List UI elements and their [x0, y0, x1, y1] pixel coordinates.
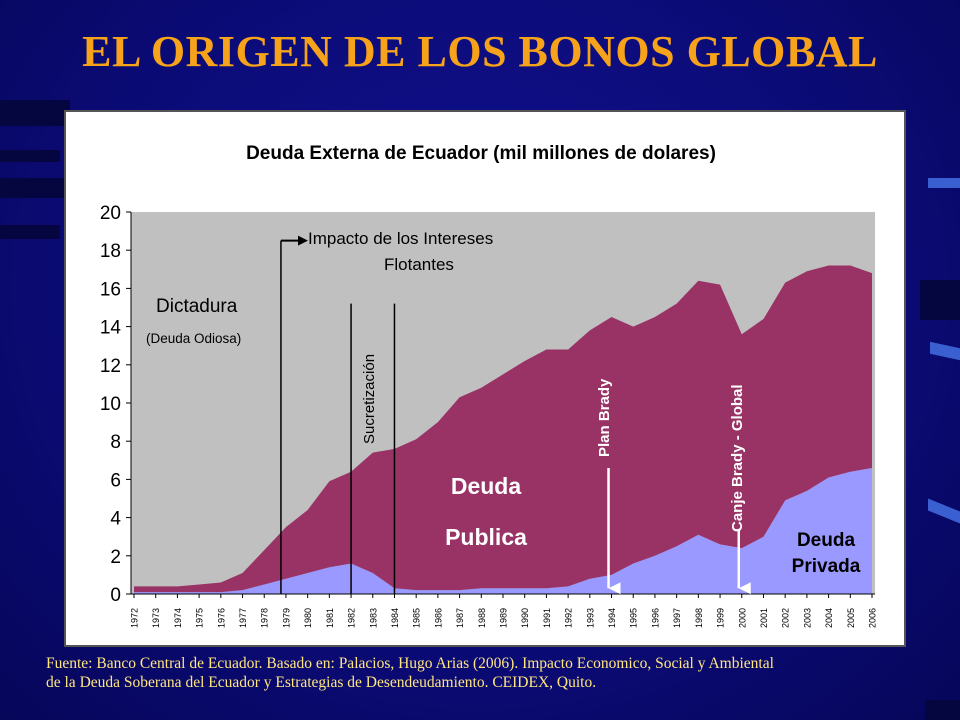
x-tick-label: 2002	[781, 608, 791, 628]
x-tick-label: 1994	[607, 608, 617, 628]
decor-bar	[0, 225, 60, 239]
annotation-impacto-line2: Flotantes	[384, 255, 454, 274]
x-tick-label: 1973	[151, 608, 161, 628]
x-tick-label: 1979	[281, 608, 291, 628]
decor-bar	[930, 341, 960, 361]
annotation-impacto-line1: Impacto de los Intereses	[308, 229, 493, 248]
x-tick-label: 1986	[433, 608, 443, 628]
y-tick-label: 12	[100, 356, 121, 377]
decor-bar	[928, 178, 960, 188]
x-tick-label: 2003	[802, 608, 812, 628]
source-line-2: de la Deuda Soberana del Ecuador y Estra…	[46, 674, 597, 691]
y-tick-label: 0	[110, 585, 121, 606]
x-tick-label: 1991	[542, 608, 552, 628]
decor-bar	[925, 700, 960, 720]
chart-title: Deuda Externa de Ecuador (mil millones d…	[246, 143, 716, 164]
x-tick-label: 1974	[173, 608, 183, 628]
decor-bar	[0, 150, 60, 162]
annotation-plan-brady: Plan Brady	[596, 378, 613, 457]
y-tick-label: 2	[110, 547, 121, 568]
x-tick-label: 1980	[303, 608, 313, 628]
x-tick-label: 1977	[238, 608, 248, 628]
y-tick-label: 10	[100, 394, 121, 415]
series-area-deuda-publica	[134, 265, 872, 593]
y-tick-label: 4	[110, 509, 121, 530]
label-deuda-publica-line1: Deuda	[451, 473, 522, 499]
x-tick-label: 1988	[477, 608, 487, 628]
label-deuda-privada-line1: Deuda	[797, 530, 856, 551]
x-tick-label: 1987	[455, 608, 465, 628]
x-tick-label: 1996	[650, 608, 660, 628]
decor-bar	[0, 178, 70, 198]
x-tick-label: 1990	[520, 608, 530, 628]
x-tick-label: 1993	[585, 608, 595, 628]
x-tick-label: 1976	[216, 608, 226, 628]
x-tick-label: 2001	[759, 608, 769, 628]
x-tick-label: 1982	[347, 608, 357, 628]
x-tick-label: 1998	[694, 608, 704, 628]
debt-area-chart: Deuda Externa de Ecuador (mil millones d…	[100, 143, 878, 628]
annotation-dictadura: Dictadura	[156, 296, 238, 317]
x-tick-label: 1985	[412, 608, 422, 628]
source-note: Fuente: Banco Central de Ecuador. Basado…	[46, 654, 946, 692]
y-tick-label: 14	[100, 318, 122, 339]
annotation-canje: Canje Brady - Global	[729, 384, 746, 532]
y-tick-label: 18	[100, 241, 121, 262]
label-deuda-publica-line2: Publica	[445, 524, 527, 550]
x-tick-label: 2005	[846, 608, 856, 628]
x-tick-label: 1975	[195, 608, 205, 628]
decor-bar	[920, 280, 960, 320]
x-tick-label: 2006	[868, 608, 878, 628]
annotation-sucretizacion: Sucretización	[361, 354, 378, 444]
x-tick-label: 2004	[824, 608, 834, 628]
label-deuda-privada-line2: Privada	[792, 556, 861, 577]
series-area-deuda-privada	[134, 467, 872, 594]
x-tick-label: 1978	[260, 608, 270, 628]
x-tick-label: 1989	[499, 608, 509, 628]
x-tick-label: 1981	[325, 608, 335, 628]
x-tick-label: 1992	[564, 608, 574, 628]
chart-panel: Deuda Externa de Ecuador (mil millones d…	[64, 110, 906, 647]
y-tick-label: 6	[110, 470, 121, 491]
x-tick-label: 1997	[672, 608, 682, 628]
annotation-deuda-odiosa: (Deuda Odiosa)	[146, 331, 241, 346]
source-line-1: Fuente: Banco Central de Ecuador. Basado…	[46, 655, 774, 672]
x-tick-label: 1995	[629, 608, 639, 628]
decor-bar	[0, 100, 70, 126]
y-tick-label: 8	[110, 432, 121, 453]
x-tick-label: 1984	[390, 608, 400, 628]
y-tick-label: 20	[100, 203, 121, 224]
decor-bar	[928, 498, 960, 524]
y-tick-label: 16	[100, 279, 121, 300]
slide-title: EL ORIGEN DE LOS BONOS GLOBAL	[82, 27, 878, 76]
x-tick-label: 1972	[130, 608, 140, 628]
x-tick-label: 2000	[737, 608, 747, 628]
x-tick-label: 1983	[368, 608, 378, 628]
x-tick-label: 1999	[716, 608, 726, 628]
